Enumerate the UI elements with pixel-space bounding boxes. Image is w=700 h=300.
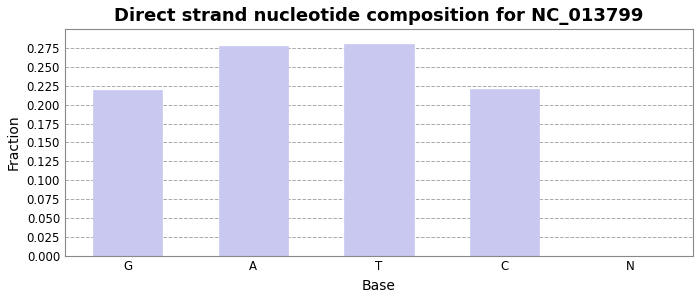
Bar: [470, 89, 539, 256]
Bar: [219, 46, 288, 256]
Bar: [93, 90, 162, 256]
Title: Direct strand nucleotide composition for NC_013799: Direct strand nucleotide composition for…: [114, 7, 643, 25]
Y-axis label: Fraction: Fraction: [7, 115, 21, 170]
Bar: [344, 44, 414, 256]
X-axis label: Base: Base: [362, 279, 396, 293]
